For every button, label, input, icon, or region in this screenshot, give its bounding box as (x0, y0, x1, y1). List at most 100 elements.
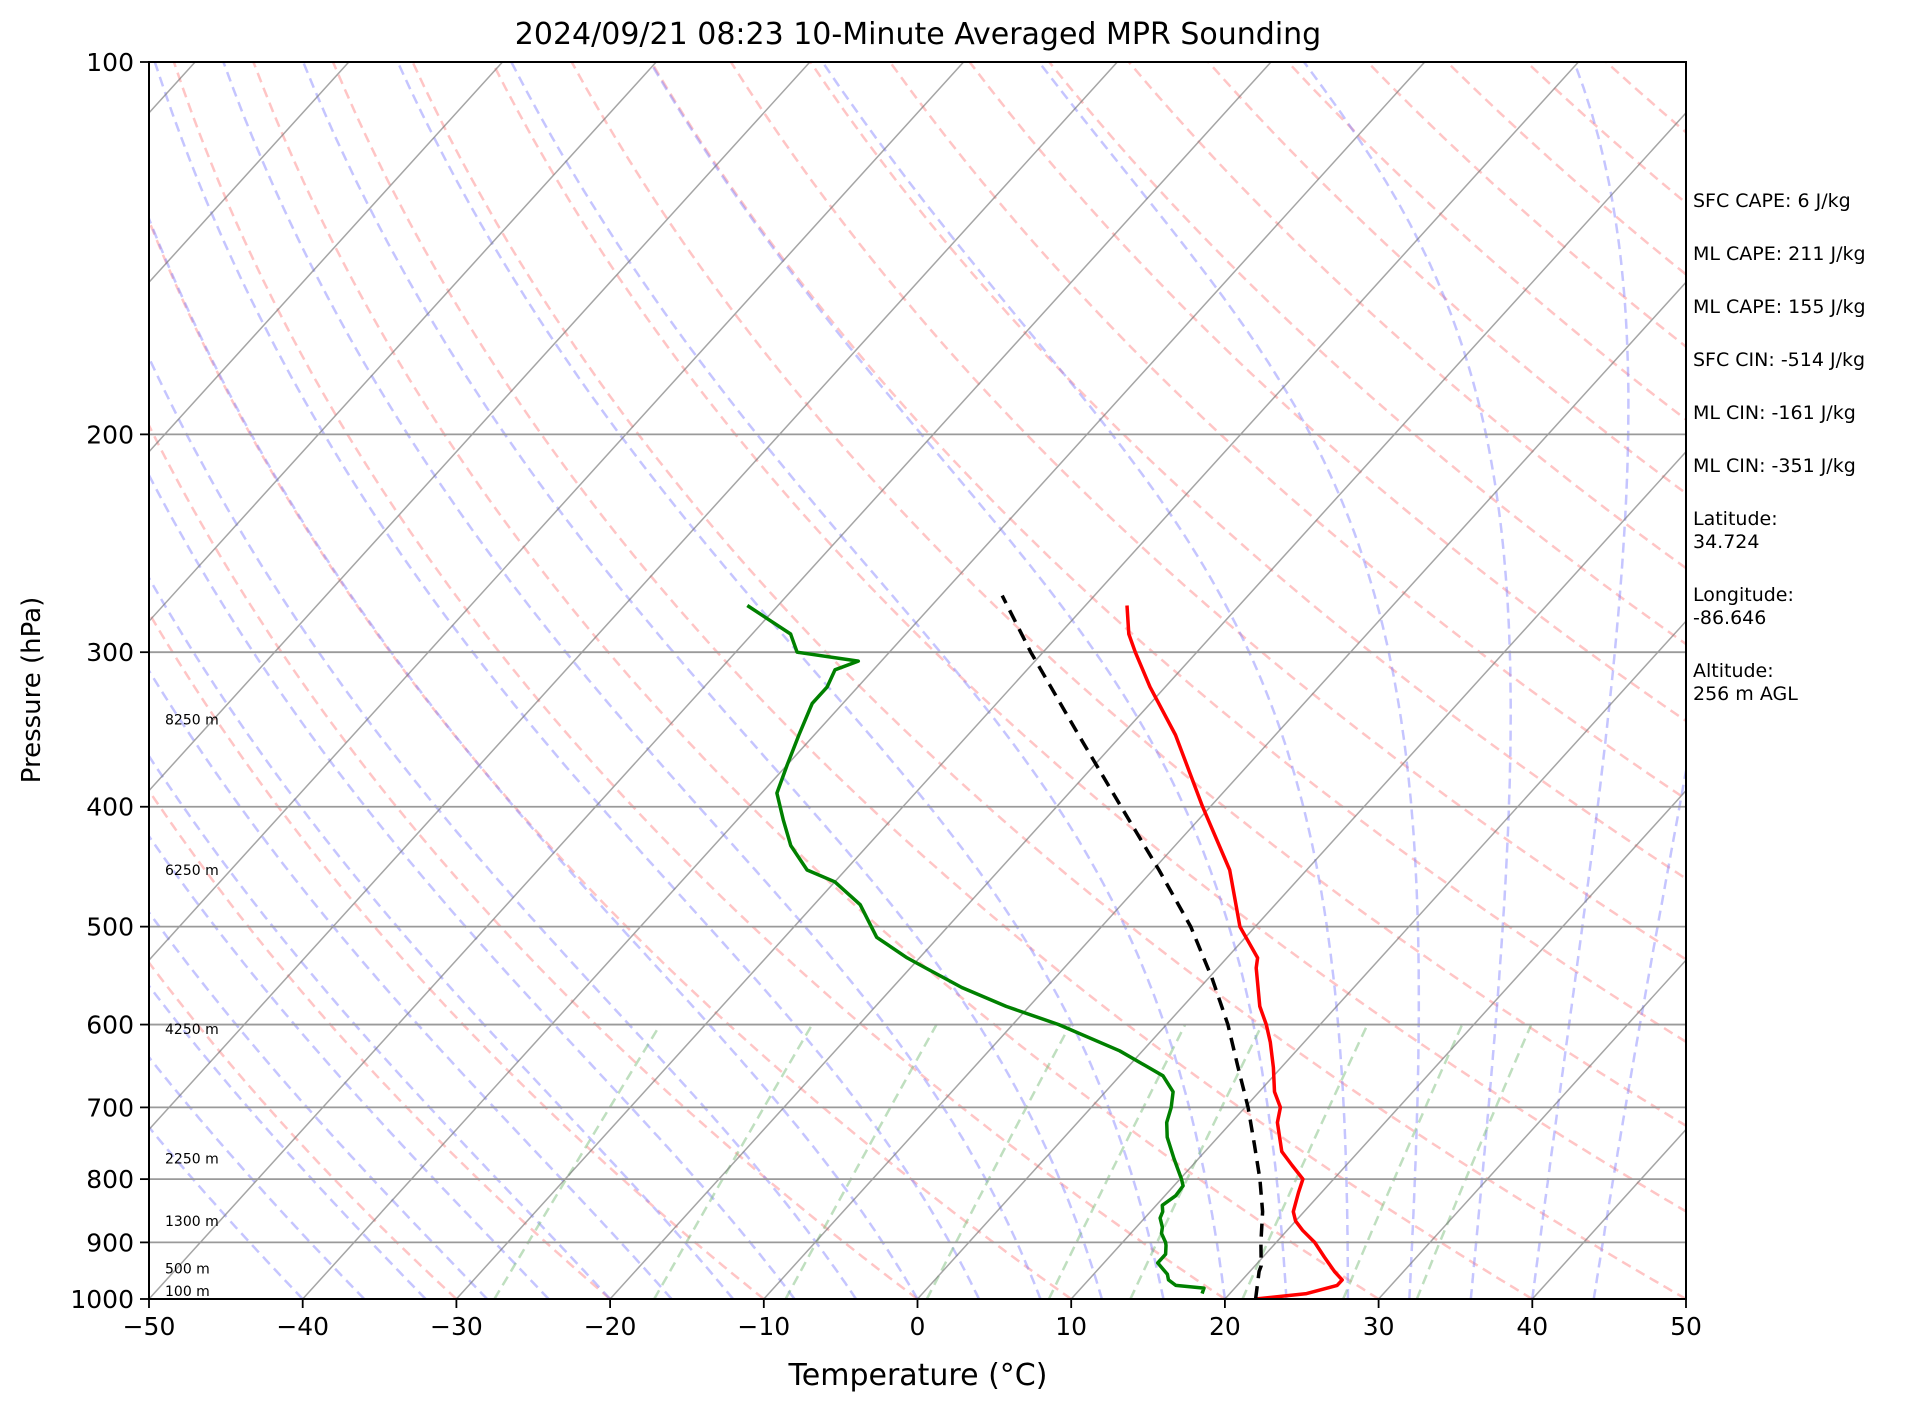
moist-adiabat (821, 62, 1350, 1299)
isotherm-line (1070, 620, 1686, 1299)
dry-adiabat (888, 62, 1686, 801)
sounding-info-panel: SFC CAPE: 6 J/kg ML CAPE: 211 J/kg ML CAPE… (1693, 190, 1908, 736)
info-entry: ML CAPE: 155 J/kg (1693, 296, 1866, 318)
dry-adiabat (570, 62, 1686, 1128)
moist-adiabat (149, 354, 858, 1299)
mixing-ratio-line (653, 1023, 814, 1299)
y-tick-label: 400 (86, 793, 134, 822)
dry-adiabat (149, 610, 765, 1299)
isotherm-line (149, 62, 1118, 1131)
height-label: 2250 m (165, 1152, 219, 1168)
x-tick-label: 40 (1516, 1312, 1548, 1341)
height-label: 500 m (165, 1262, 210, 1278)
moist-adiabat (149, 1055, 366, 1299)
dry-adiabat (809, 62, 1686, 881)
dry-adiabat (650, 62, 1686, 1044)
y-tick-label: 100 (86, 48, 134, 77)
isotherm-line (149, 62, 965, 962)
isotherm-line (302, 62, 1426, 1299)
isotherm-line (1224, 789, 1686, 1299)
dry-adiabat (411, 62, 1686, 1299)
height-label: 6250 m (165, 863, 219, 879)
chart-title: 2024/09/21 08:23 10-Minute Averaged MPR … (515, 17, 1321, 52)
isotherm-line (149, 62, 657, 623)
info-entry: SFC CAPE: 6 J/kg (1693, 190, 1851, 212)
height-label: 8250 m (165, 712, 219, 728)
dry-adiabat (968, 62, 1686, 723)
y-tick-label: 1000 (70, 1285, 134, 1314)
x-tick-label: −30 (430, 1312, 483, 1341)
dry-adiabat (491, 62, 1686, 1213)
moist-adiabat (149, 215, 919, 1299)
moist-adiabat (149, 1125, 304, 1299)
moist-adiabat (149, 983, 427, 1299)
moist-adiabat (1037, 62, 1421, 1299)
dry-adiabat (1127, 62, 1686, 570)
moist-adiabat (510, 62, 1227, 1299)
moist-adiabat (222, 62, 1042, 1299)
y-axis-label: Pressure (hPa) (17, 597, 47, 784)
x-tick-label: 50 (1670, 1312, 1702, 1341)
y-tick-label: 600 (86, 1011, 134, 1040)
height-label: 100 m (165, 1284, 210, 1300)
isotherm-line (149, 62, 811, 792)
height-label: 1300 m (165, 1214, 219, 1230)
info-entry: Altitude: 256 m AGL (1693, 660, 1798, 705)
y-tick-label: 700 (86, 1093, 134, 1122)
x-tick-label: −10 (737, 1312, 790, 1341)
dry-adiabat (149, 422, 919, 1299)
y-tick-label: 900 (86, 1228, 134, 1257)
info-entry: Latitude: 34.724 (1693, 508, 1778, 553)
dewpoint-line (746, 604, 1206, 1295)
isotherm-line (149, 62, 504, 453)
isotherm-line (149, 62, 1272, 1299)
y-tick-label: 800 (86, 1165, 134, 1194)
moist-adiabat (1531, 62, 1630, 1299)
y-tick-label: 300 (86, 638, 134, 667)
plot-frame (148, 61, 1687, 1300)
x-tick-label: 30 (1363, 1312, 1395, 1341)
moist-adiabat (149, 668, 673, 1299)
parcel-line (1000, 594, 1265, 1299)
dry-adiabat (149, 788, 611, 1299)
plot-area: 100 m 500 m 1300 m 2250 m 4250 m 6250 m 8250 m (149, 62, 1686, 1300)
isotherm-line (1378, 958, 1686, 1299)
moist-adiabat (149, 910, 489, 1299)
info-entry: ML CAPE: 211 J/kg (1693, 243, 1866, 265)
moist-adiabat (396, 62, 1165, 1299)
isotherm-line (609, 111, 1686, 1299)
mixing-ratio-line (925, 1024, 1072, 1299)
y-tick-label: 200 (86, 420, 134, 449)
axis-ticks: −50 −40 −30 −20 −10 0 10 20 30 40 50 1000 900 800 700 6… (70, 48, 1702, 1341)
y-tick-label: 500 (86, 913, 134, 942)
moist-adiabat (649, 62, 1288, 1299)
isotherm-line (149, 62, 350, 284)
info-entry: SFC CIN: -514 J/kg (1693, 349, 1866, 371)
info-entry: ML CIN: -351 J/kg (1693, 455, 1856, 477)
x-tick-label: −50 (123, 1312, 176, 1341)
height-label: 4250 m (165, 1022, 219, 1038)
moist-adiabat (149, 753, 612, 1299)
isotherm-line (916, 450, 1686, 1299)
x-tick-label: 10 (1055, 1312, 1087, 1341)
info-entry: ML CIN: -161 J/kg (1693, 402, 1856, 424)
dry-adiabat (252, 62, 1380, 1299)
moist-adiabat (149, 834, 550, 1299)
mixing-ratio-line (1342, 1024, 1464, 1299)
moist-adiabat (1592, 764, 1686, 1299)
x-tick-label: −20 (584, 1312, 637, 1341)
moist-adiabat (149, 575, 735, 1299)
dry-adiabat (331, 62, 1533, 1299)
isotherm-line (455, 62, 1579, 1299)
x-tick-label: 0 (910, 1312, 926, 1341)
dry-adiabat (149, 217, 1072, 1299)
x-axis-label: Temperature (°C) (788, 1358, 1048, 1393)
x-tick-label: 20 (1209, 1312, 1241, 1341)
info-entry: Longitude: -86.646 (1693, 584, 1794, 629)
isotherm-line (763, 281, 1686, 1299)
moist-adiabat (1302, 62, 1512, 1299)
mixing-ratio-line (784, 1023, 938, 1299)
dry-adiabat (149, 960, 458, 1299)
dry-adiabat (172, 62, 1226, 1299)
